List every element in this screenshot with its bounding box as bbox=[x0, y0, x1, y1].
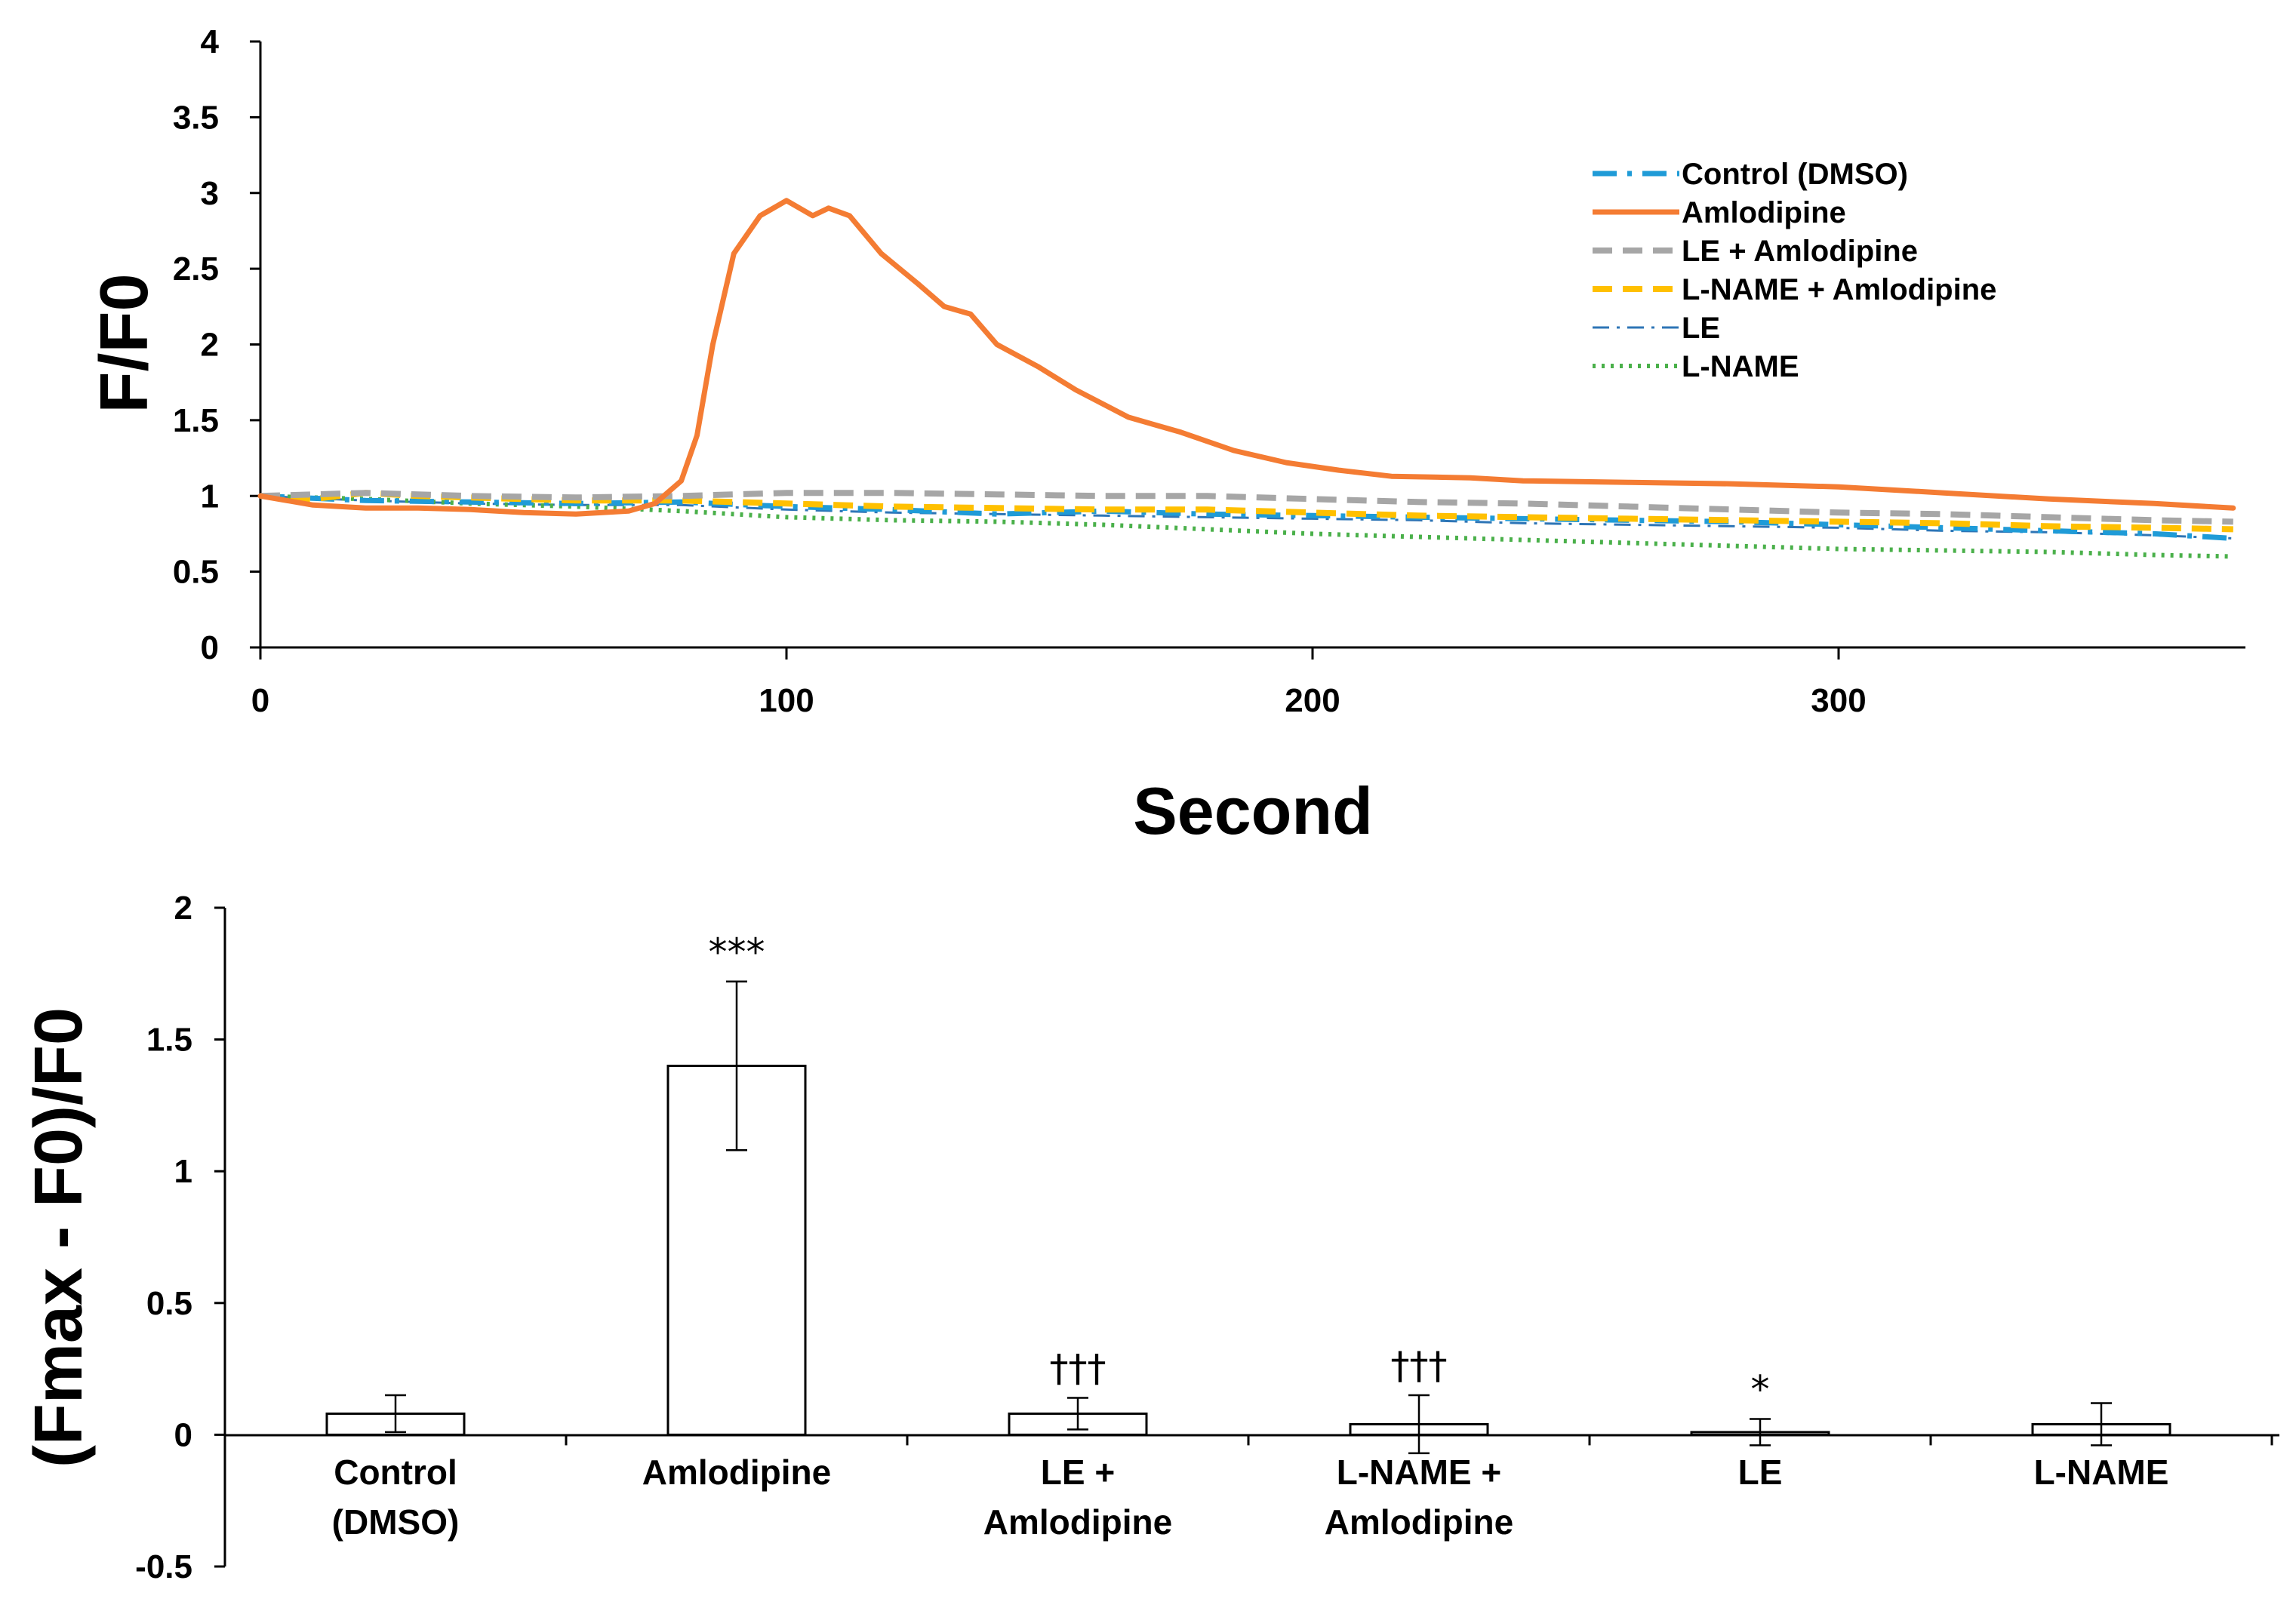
legend-label: L-NAME + Amlodipine bbox=[1682, 273, 1996, 306]
y-tick-label: 4 bbox=[201, 23, 220, 60]
x-tick-label: 200 bbox=[1285, 682, 1340, 719]
y-tick-label: 0.5 bbox=[173, 554, 219, 591]
line-chart-y-ticks: 0 0.5 1 1.5 2 2.5 3 3.5 4 bbox=[173, 23, 260, 666]
legend-label: Amlodipine bbox=[1682, 196, 1846, 229]
series-line-amlodipine bbox=[257, 198, 2236, 517]
legend-label: LE bbox=[1682, 312, 1720, 345]
category-label: Amlodipine bbox=[642, 1453, 831, 1492]
y-tick-label: 2 bbox=[201, 327, 219, 364]
series-line-control-dmso bbox=[260, 493, 2234, 541]
series-line-le bbox=[260, 494, 2233, 540]
category-label: L-NAME bbox=[2034, 1453, 2169, 1492]
y-tick-label: 1.5 bbox=[173, 402, 219, 439]
y-tick-label: 2 bbox=[174, 890, 192, 927]
x-tick-label: 0 bbox=[251, 682, 269, 719]
series-line-le-amlodipine bbox=[260, 490, 2233, 525]
category-label: L-NAME + bbox=[1337, 1453, 1502, 1492]
y-tick-label: 1.5 bbox=[146, 1022, 192, 1059]
series-line-l-name bbox=[260, 493, 2233, 559]
y-tick-label: 3 bbox=[201, 175, 219, 212]
y-tick-label: -0.5 bbox=[135, 1548, 192, 1585]
x-tick-label: 300 bbox=[1811, 682, 1866, 719]
significance-marker: *** bbox=[709, 930, 765, 974]
category-label: LE bbox=[1738, 1453, 1783, 1492]
category-label: Control bbox=[334, 1453, 457, 1492]
bar-chart: -0.5 0 0.5 1 1.5 2 Control (DMSO) *** Amlodipine… bbox=[21, 890, 2279, 1585]
significance-marker: ††† bbox=[1391, 1344, 1448, 1388]
line-chart-x-ticks: 0 100 200 300 bbox=[251, 647, 1867, 719]
significance-marker: ††† bbox=[1050, 1347, 1106, 1391]
bar-chart-bars: Control (DMSO) *** Amlodipine ††† LE + Amlodip… bbox=[325, 930, 2273, 1542]
y-tick-label: 1 bbox=[174, 1153, 192, 1190]
y-tick-label: 0.5 bbox=[146, 1285, 192, 1322]
y-tick-label: 0 bbox=[174, 1416, 192, 1453]
significance-marker: * bbox=[1751, 1367, 1770, 1411]
legend-label: Control (DMSO) bbox=[1682, 158, 1908, 191]
category-label: LE + bbox=[1041, 1453, 1115, 1492]
bar-chart-y-ticks: -0.5 0 0.5 1 1.5 2 bbox=[135, 890, 225, 1585]
legend: Control (DMSO) Amlodipine LE + Amlodipine L… bbox=[1593, 158, 1996, 383]
line-chart-x-label: Second bbox=[1133, 773, 1373, 848]
category-label-line2: (DMSO) bbox=[332, 1502, 460, 1542]
y-tick-label: 2.5 bbox=[173, 251, 219, 287]
y-tick-label: 0 bbox=[201, 629, 219, 666]
line-chart-y-label: F/F0 bbox=[87, 273, 162, 413]
y-tick-label: 1 bbox=[201, 478, 219, 515]
category-label-line2: Amlodipine bbox=[983, 1502, 1172, 1542]
bar-chart-y-label: (Fmax - F0)/F0 bbox=[21, 1007, 97, 1468]
x-tick-label: 100 bbox=[759, 682, 814, 719]
line-chart-series bbox=[257, 198, 2236, 559]
line-chart: 0 0.5 1 1.5 2 2.5 3 3.5 4 0 100 200 300 F/F0 Second… bbox=[87, 23, 2245, 848]
category-label-line2: Amlodipine bbox=[1325, 1502, 1513, 1542]
legend-label: L-NAME bbox=[1682, 350, 1799, 383]
y-tick-label: 3.5 bbox=[173, 99, 219, 136]
legend-label: LE + Amlodipine bbox=[1682, 235, 1918, 268]
